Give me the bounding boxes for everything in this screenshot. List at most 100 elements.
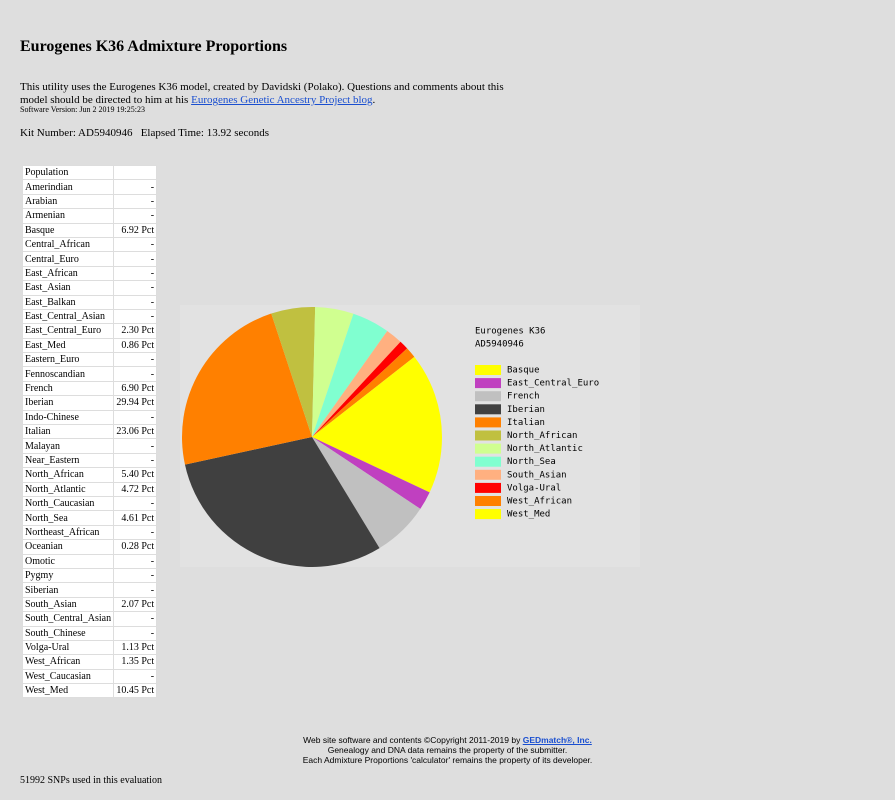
- footer-line: Each Admixture Proportions 'calculator' …: [302, 755, 593, 765]
- population-name: North_Sea: [21, 510, 115, 526]
- legend-swatch: [475, 496, 501, 506]
- pie-slice: [312, 437, 421, 549]
- table-row: Malayan -: [21, 438, 158, 454]
- table-row: Pygmy -: [21, 567, 158, 584]
- intro: This utility uses the Eurogenes K36 mode…: [20, 81, 520, 107]
- population-name: West_Caucasian: [21, 668, 115, 685]
- population-name: North_Caucasian: [21, 495, 115, 512]
- population-name: Near_Eastern: [21, 452, 115, 469]
- chart: Eurogenes K36 AD5940946 Basque East_Central…: [180, 305, 640, 567]
- population-value: -: [113, 409, 158, 426]
- chart-title: Eurogenes K36: [475, 327, 545, 337]
- software-version: Software Version: Jun 2 2019 19:25:23: [20, 105, 145, 114]
- population-value: -: [113, 495, 158, 512]
- table-row: East_Central_Euro 2.30 Pct: [21, 323, 158, 339]
- table-row: West_Caucasian -: [21, 668, 158, 685]
- population-name: Indo-Chinese: [21, 409, 115, 426]
- pie-slice: [312, 437, 430, 509]
- table-row: Fennoscandian -: [21, 366, 158, 382]
- table-row: East_Balkan -: [21, 294, 158, 310]
- population-name: Armenian: [21, 208, 115, 224]
- population-value: 1.35 Pct: [113, 654, 158, 670]
- population-value: -: [113, 567, 158, 584]
- copyright: Web site software and contents ©Copyrigh…: [303, 735, 521, 745]
- population-value: 6.92 Pct: [113, 222, 158, 238]
- legend-swatch: [475, 509, 501, 520]
- table-row: Central_Euro -: [21, 251, 158, 267]
- legend-swatch: [475, 456, 501, 467]
- legend-label: South_Asian: [507, 470, 567, 480]
- population-name: Northeast_African: [21, 524, 115, 541]
- population-value: -: [113, 352, 158, 368]
- pie-slice: [312, 313, 388, 437]
- population-name: Italian: [21, 424, 115, 440]
- legend-label: French: [507, 392, 540, 402]
- legend-swatch: [475, 404, 501, 415]
- population-name: Malayan: [21, 438, 115, 454]
- legend-swatch: [475, 391, 501, 402]
- gedmatch-link[interactable]: GEDmatch®, Inc.: [522, 735, 592, 745]
- population-name: East_Med: [21, 337, 115, 354]
- table-row: French 6.90 Pct: [21, 380, 158, 397]
- pie-slice: [312, 348, 415, 437]
- population-table: Population Amerindian - Arabian - Armenian - Ba…: [21, 164, 158, 699]
- population-name: North_African: [21, 467, 115, 483]
- population-value: -: [113, 582, 158, 598]
- population-value: -: [113, 625, 158, 641]
- legend-swatch: [475, 482, 501, 493]
- population-value: -: [113, 236, 158, 253]
- kit-number: Kit Number: AD5940946: [20, 127, 133, 139]
- population-value: -: [113, 553, 158, 569]
- population-name: French: [21, 380, 115, 397]
- population-name: East_Asian: [21, 280, 115, 296]
- population-value: -: [113, 524, 158, 541]
- legend-swatch: [475, 443, 501, 454]
- chart-title: AD5940946: [475, 340, 524, 350]
- table-row: South_Asian 2.07 Pct: [21, 596, 158, 613]
- population-name: East_African: [21, 265, 115, 282]
- table-row: Volga-Ural 1.13 Pct: [21, 639, 158, 656]
- table-row: East_African -: [21, 265, 158, 282]
- table-row: Siberian -: [21, 582, 158, 598]
- population-name: West_African: [21, 654, 115, 670]
- population-value: -: [113, 179, 158, 195]
- legend-label: West_Med: [507, 510, 550, 520]
- population-value: -: [113, 366, 158, 382]
- table-row: Indo-Chinese -: [21, 409, 158, 426]
- table-row: Central_African -: [21, 236, 158, 253]
- legend-label: North_African: [507, 431, 577, 441]
- table-row: Amerindian -: [21, 179, 158, 195]
- legend-swatch: [475, 469, 501, 480]
- population-value: 23.06 Pct: [113, 424, 158, 440]
- legend-label: Volga-Ural: [507, 483, 561, 493]
- population-name: North_Atlantic: [21, 481, 115, 497]
- population-value: -: [113, 251, 158, 267]
- pie-slice: [182, 313, 312, 465]
- legend-swatch: [475, 365, 501, 375]
- population-name: East_Central_Asian: [21, 308, 115, 325]
- population-name: East_Balkan: [21, 294, 115, 310]
- population-value: 0.86 Pct: [113, 337, 158, 354]
- table-row: Italian 23.06 Pct: [21, 424, 158, 440]
- legend-label: Italian: [507, 418, 545, 428]
- legend-swatch: [475, 417, 501, 428]
- pie-slice: [271, 307, 316, 437]
- blog-link[interactable]: Eurogenes Genetic Ancestry Project blog: [191, 94, 373, 106]
- population-name: Oceanian: [21, 539, 115, 555]
- intro-text: This utility uses the Eurogenes K36 mode…: [20, 81, 504, 106]
- population-value: -: [113, 668, 158, 685]
- population-name: East_Central_Euro: [21, 323, 115, 339]
- legend-label: North_Atlantic: [507, 444, 583, 454]
- legend-label: Basque: [507, 366, 540, 376]
- population-name: South_Chinese: [21, 625, 115, 641]
- population-name: South_Central_Asian: [21, 611, 115, 627]
- table-row: North_Atlantic 4.72 Pct: [21, 481, 158, 497]
- table-header-row: Population: [21, 164, 158, 181]
- population-value: -: [113, 611, 158, 627]
- population-name: Eastern_Euro: [21, 352, 115, 368]
- legend-swatch: [475, 378, 501, 389]
- elapsed-time: Elapsed Time: 13.92 seconds: [140, 127, 270, 139]
- legend-label: East_Central_Euro: [507, 379, 599, 389]
- header-cell: [113, 164, 158, 181]
